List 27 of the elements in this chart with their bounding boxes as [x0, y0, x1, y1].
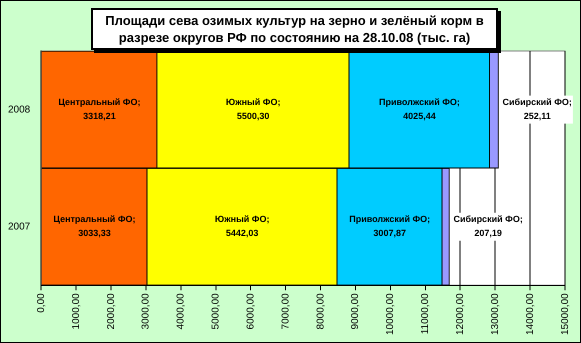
- data-label: Центральный ФО; 3033,33: [53, 214, 136, 238]
- x-tick-label: 11000,00: [420, 292, 432, 334]
- x-tick-label: 8000,00: [315, 292, 326, 330]
- x-tick-label: 1000,00: [70, 292, 82, 330]
- data-label: Южный ФО; 5442,03: [214, 214, 270, 238]
- x-tick-label: 5000,00: [210, 292, 222, 330]
- data-label: Приволжский ФО; 4025,44: [378, 97, 460, 122]
- data-label: Центральный ФО; 3318,21: [58, 97, 140, 122]
- y-tick-label: 2008: [8, 104, 31, 116]
- data-label: Сибирский ФО; 207,19: [453, 214, 523, 238]
- chart-title: Площади сева озимых культур на зерно и зелёный корм в разрезе округов РФ по состоянию на 28.10.08 (тыс. га): [91, 8, 498, 50]
- x-tick-label: 13000,00: [490, 292, 501, 336]
- data-label: Сибирский ФО; 252,11: [502, 97, 572, 122]
- x-tick-label: 0,00: [36, 292, 47, 313]
- data-label: Южный ФО; 5500,30: [226, 97, 280, 122]
- x-tick-label: 12000,00: [455, 292, 466, 336]
- x-tick-label: 14000,00: [524, 292, 536, 336]
- x-tick-label: 7000,00: [280, 292, 292, 330]
- x-tick-label: 10000,00: [385, 292, 396, 336]
- x-tick-label: 9000,00: [350, 292, 362, 330]
- data-label: Приволжский ФО; 3007,87: [349, 214, 430, 238]
- x-tick-label: 3000,00: [140, 292, 152, 330]
- y-tick-label: 2007: [8, 221, 31, 232]
- x-tick-label: 6000,00: [246, 292, 256, 330]
- x-tick-label: 15000,00: [560, 292, 571, 336]
- x-tick-label: 2000,00: [106, 292, 117, 330]
- x-tick-label: 4000,00: [176, 292, 187, 330]
